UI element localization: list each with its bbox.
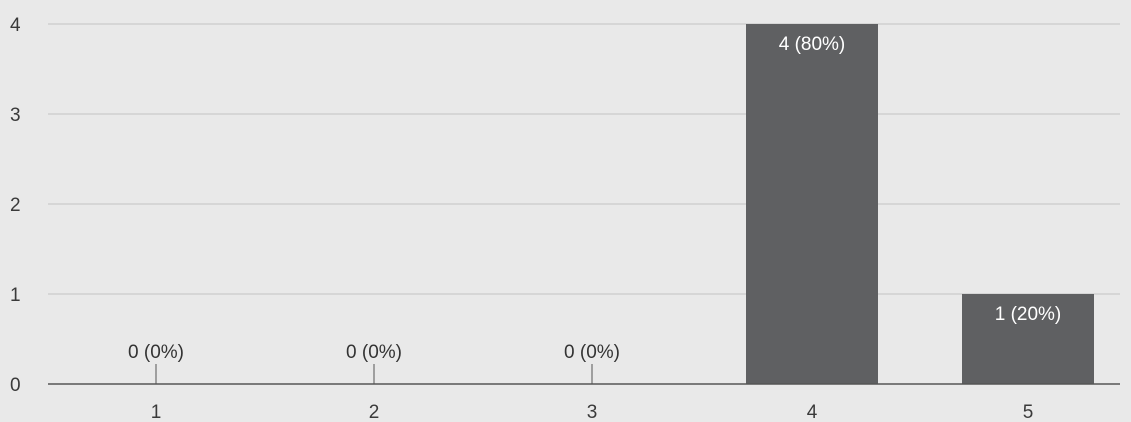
x-tick-label: 3 — [587, 402, 598, 422]
y-tick-label: 2 — [10, 195, 21, 216]
data-label: 4 (80%) — [779, 34, 846, 55]
y-tick-label: 4 — [10, 15, 21, 36]
x-tick-label: 4 — [807, 402, 818, 422]
x-tick-label: 5 — [1023, 402, 1034, 422]
y-tick-label: 3 — [10, 105, 21, 126]
bar — [746, 24, 878, 384]
data-label: 1 (20%) — [995, 304, 1062, 325]
data-label: 0 (0%) — [346, 342, 402, 363]
x-tick-label: 2 — [369, 402, 380, 422]
data-label: 0 (0%) — [564, 342, 620, 363]
x-tick-label: 1 — [151, 402, 162, 422]
y-tick-label: 0 — [10, 375, 21, 396]
data-label: 0 (0%) — [128, 342, 184, 363]
bar — [962, 294, 1094, 384]
y-tick-label: 1 — [10, 285, 21, 306]
